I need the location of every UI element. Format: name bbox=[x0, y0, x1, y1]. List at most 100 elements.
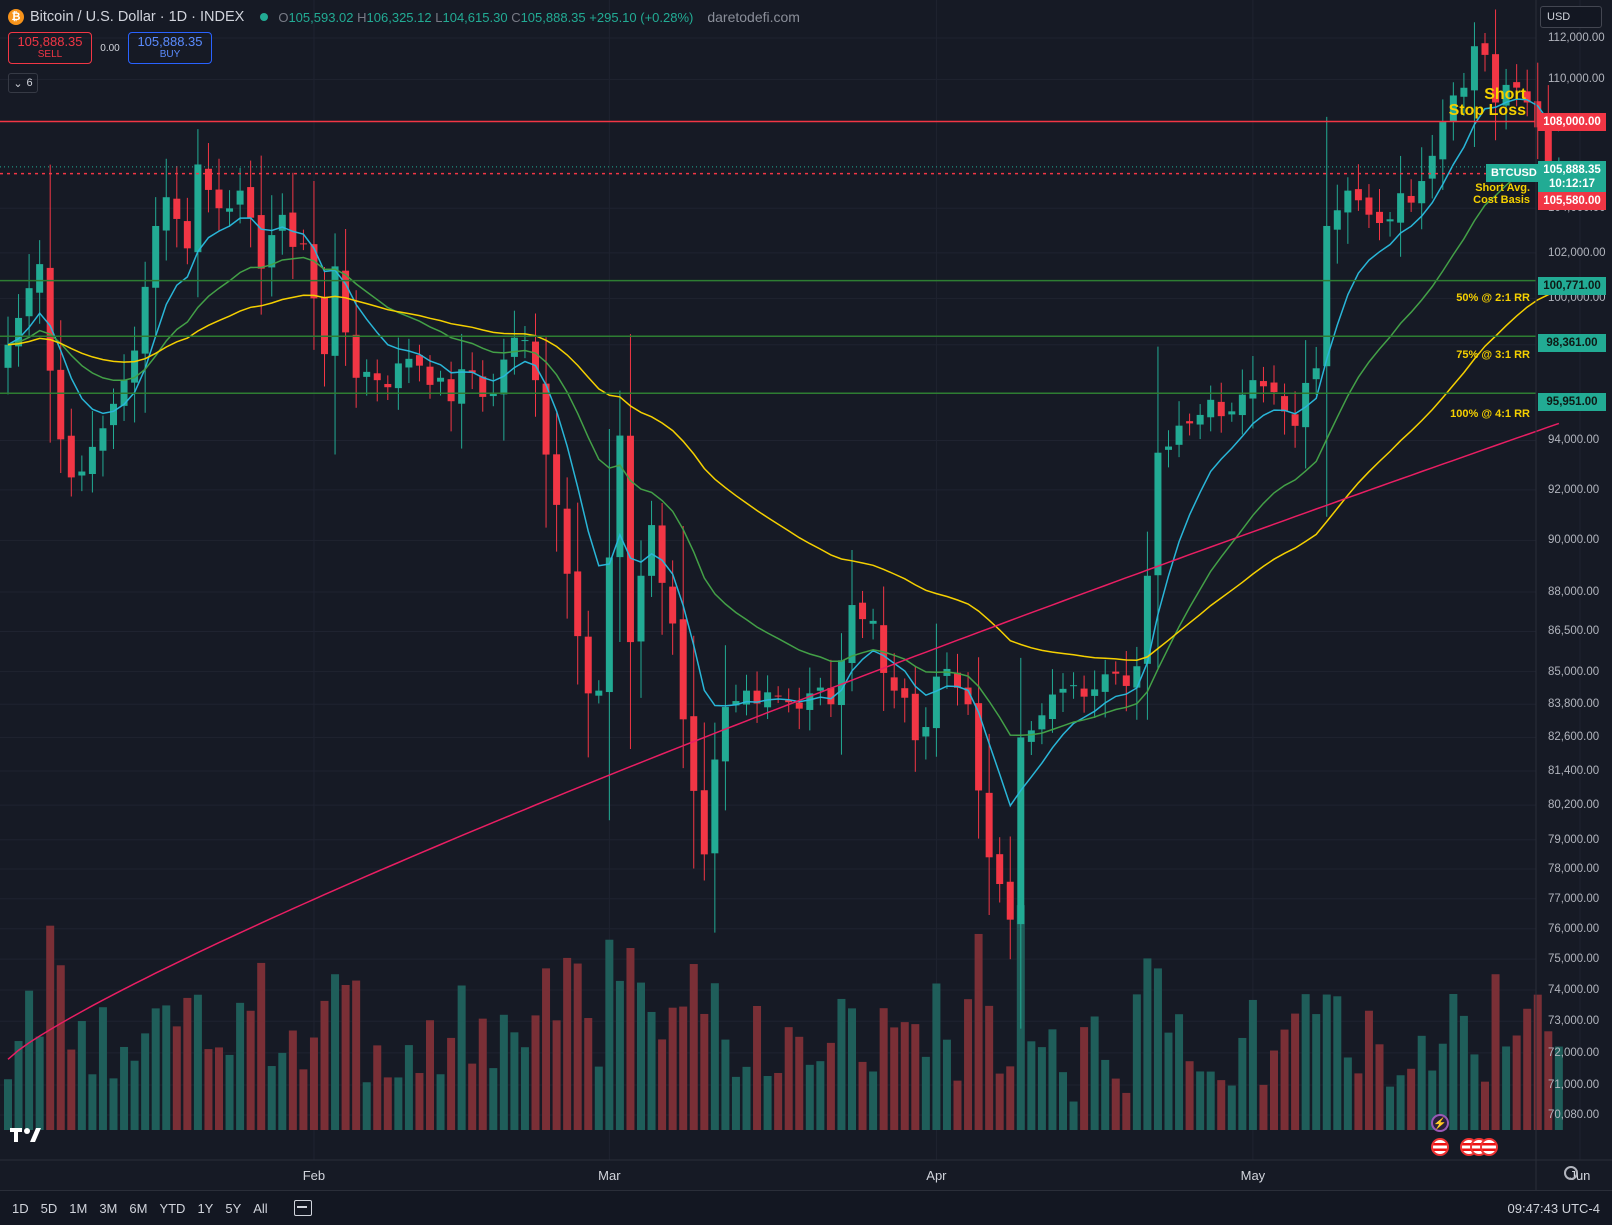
price-tick-label: 81,400.00 bbox=[1548, 765, 1600, 778]
candle bbox=[321, 267, 328, 387]
candle bbox=[795, 687, 803, 730]
volume-bar bbox=[605, 939, 614, 1130]
candle bbox=[1238, 369, 1246, 435]
volume-bar bbox=[341, 984, 350, 1130]
candle bbox=[869, 608, 877, 640]
candle bbox=[1175, 401, 1183, 458]
candle bbox=[605, 429, 613, 821]
range-5y[interactable]: 5Y bbox=[225, 1200, 242, 1216]
settings-icon[interactable] bbox=[1564, 1166, 1578, 1180]
candle bbox=[236, 167, 244, 224]
range-ytd[interactable]: YTD bbox=[159, 1200, 186, 1216]
range-all[interactable]: All bbox=[253, 1200, 268, 1216]
symbol-title[interactable]: Bitcoin / U.S. Dollar · 1D · INDEX bbox=[30, 9, 245, 25]
volume-bar bbox=[141, 1033, 150, 1130]
currency-selector[interactable]: USD bbox=[1540, 6, 1602, 28]
price-tick-label: 77,000.00 bbox=[1548, 892, 1600, 905]
volume-bar bbox=[1122, 1092, 1131, 1130]
range-1d[interactable]: 1D bbox=[12, 1200, 29, 1216]
volume-bar bbox=[415, 1073, 424, 1130]
candle bbox=[1038, 703, 1046, 745]
candle bbox=[1397, 155, 1405, 257]
volume-bar bbox=[1238, 1037, 1247, 1130]
candle bbox=[1502, 68, 1510, 130]
volume-bar bbox=[236, 1002, 245, 1130]
volume-bar bbox=[1006, 1066, 1015, 1130]
volume-bar bbox=[805, 1064, 814, 1130]
candle bbox=[1460, 72, 1468, 116]
indicators-toggle[interactable]: ⌄ 6 bbox=[8, 73, 38, 93]
range-1m[interactable]: 1M bbox=[69, 1200, 88, 1216]
volume-bar bbox=[879, 1008, 888, 1130]
volume-bar bbox=[731, 1076, 740, 1130]
volume-bar bbox=[246, 1010, 255, 1130]
candle bbox=[468, 352, 476, 390]
candle bbox=[890, 653, 898, 709]
range-3m[interactable]: 3M bbox=[99, 1200, 118, 1216]
range-1y[interactable]: 1Y bbox=[197, 1200, 214, 1216]
volume-bar bbox=[1248, 999, 1257, 1130]
price-tick-label: 92,000.00 bbox=[1548, 483, 1600, 496]
candle bbox=[162, 158, 170, 261]
clock-display[interactable]: 09:47:43 UTC-4 bbox=[1507, 1200, 1601, 1216]
volume-bar bbox=[911, 1024, 920, 1130]
candle bbox=[616, 390, 624, 642]
volume-bar bbox=[299, 1069, 308, 1130]
volume-bar bbox=[837, 998, 846, 1130]
candle bbox=[1281, 383, 1289, 435]
price-tick-label: 88,000.00 bbox=[1548, 585, 1600, 598]
us-flag-event-icon[interactable] bbox=[1480, 1138, 1498, 1156]
cost-basis-price-tag: 105,580.00 bbox=[1538, 192, 1606, 210]
candle bbox=[25, 254, 33, 338]
sell-button[interactable]: 105,888.35 SELL bbox=[8, 32, 92, 64]
us-flag-event-icon[interactable] bbox=[1431, 1138, 1449, 1156]
volume-bar bbox=[499, 1014, 508, 1130]
volume-bar bbox=[710, 983, 719, 1130]
volume-bar bbox=[1364, 1010, 1373, 1130]
lightning-event-icon[interactable]: ⚡ bbox=[1431, 1114, 1449, 1132]
volume-bar bbox=[995, 1073, 1004, 1130]
volume-bar bbox=[25, 990, 34, 1130]
volume-bar bbox=[637, 982, 645, 1130]
candle bbox=[1439, 99, 1447, 190]
volume-bar bbox=[1407, 1068, 1416, 1130]
volume-bar bbox=[1111, 1078, 1120, 1130]
volume-bar bbox=[320, 1000, 329, 1130]
candle bbox=[373, 359, 381, 402]
candle bbox=[278, 193, 286, 255]
volume-bar bbox=[383, 1077, 392, 1130]
symbol-header[interactable]: ₿ Bitcoin / U.S. Dollar · 1D · INDEX O10… bbox=[8, 6, 800, 28]
volume-bar bbox=[1386, 1086, 1395, 1130]
tradingview-logo[interactable] bbox=[10, 1126, 42, 1144]
ohlc-readout: O105,593.02 H106,325.12 L104,615.30 C105… bbox=[278, 9, 694, 25]
candle bbox=[1259, 366, 1267, 403]
candle bbox=[732, 684, 740, 713]
candle bbox=[1291, 391, 1299, 448]
volume-bar bbox=[436, 1074, 445, 1130]
candle bbox=[384, 375, 392, 401]
sma-long-line bbox=[7, 422, 1560, 1060]
volume-bar bbox=[1333, 996, 1342, 1130]
candle bbox=[1101, 659, 1109, 718]
candle bbox=[426, 355, 434, 399]
buy-button[interactable]: 105,888.35 BUY bbox=[128, 32, 212, 64]
range-5d[interactable]: 5D bbox=[40, 1200, 58, 1216]
volume-bar bbox=[1459, 1015, 1468, 1130]
volume-bar bbox=[309, 1037, 318, 1130]
candle bbox=[510, 310, 518, 375]
candle bbox=[700, 722, 708, 881]
price-tick-label: 100,000.00 bbox=[1548, 292, 1606, 305]
candle bbox=[500, 338, 508, 441]
tp3-price-tag: 95,951.00 bbox=[1538, 393, 1606, 411]
volume-bar bbox=[67, 1049, 76, 1130]
volume-bar bbox=[689, 964, 698, 1130]
range-6m[interactable]: 6M bbox=[129, 1200, 148, 1216]
bottom-toolbar: 1D 5D 1M 3M 6M YTD 1Y 5Y All 09:47:43 UT… bbox=[0, 1190, 1612, 1225]
chevron-down-icon: ⌄ bbox=[13, 77, 23, 90]
candle bbox=[1048, 669, 1056, 733]
ema-slow-line bbox=[7, 288, 1560, 661]
volume-bar bbox=[1027, 1041, 1036, 1130]
calendar-range-icon[interactable] bbox=[293, 1200, 312, 1216]
candle bbox=[1196, 404, 1204, 440]
